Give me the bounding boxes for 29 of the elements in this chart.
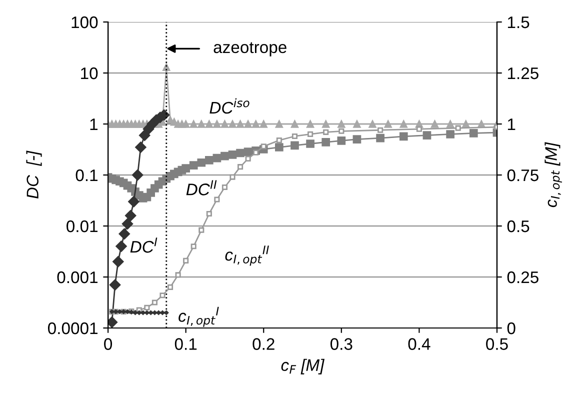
y2-tick-label: 0.5 — [507, 220, 530, 232]
y-tick-label: 10 — [81, 67, 98, 80]
x-tick-label: 0.3 — [330, 338, 352, 350]
y2-tick-label: 1.5 — [508, 16, 530, 28]
x-tick-label: 0.2 — [252, 338, 274, 350]
x-tick-label: 0.5 — [486, 338, 508, 350]
series-label: c$_{I,opt}$$^{I}$ — [178, 306, 219, 327]
y-tick-label: 0.0001 — [48, 322, 98, 334]
x-axis-title: c$_{F}$ [M] — [281, 358, 325, 374]
series-label: DC$^{iso}$ — [210, 98, 250, 114]
series-label: DC$^{II}$ — [186, 180, 217, 196]
y-tick-label: 0.01 — [66, 220, 98, 232]
series-label: c$_{I,opt}$$^{II}$ — [225, 246, 269, 266]
series-label: DC$^{I}$ — [130, 238, 158, 253]
y2-tick-label: 1.25 — [508, 67, 538, 80]
x-tick-label: 0.4 — [408, 338, 430, 350]
x-tick-label: 0.1 — [174, 338, 197, 350]
y2-axis-title: c$_{I,opt}$ [M] — [544, 142, 562, 208]
y-tick-label: 100 — [72, 16, 98, 28]
y2-tick-label: 0.75 — [507, 169, 538, 182]
y2-tick-label: 0 — [507, 322, 516, 334]
y-tick-label: 0.1 — [76, 169, 98, 182]
y2-tick-label: 1 — [508, 118, 516, 130]
y-axis-title: DC [-] — [26, 150, 42, 199]
y-tick-label: 0.001 — [57, 271, 98, 284]
y2-tick-label: 0.25 — [507, 271, 538, 284]
y-tick-label: 1 — [90, 118, 98, 130]
x-tick-label: 0 — [104, 338, 112, 350]
annotation: azeotrope — [214, 42, 286, 56]
